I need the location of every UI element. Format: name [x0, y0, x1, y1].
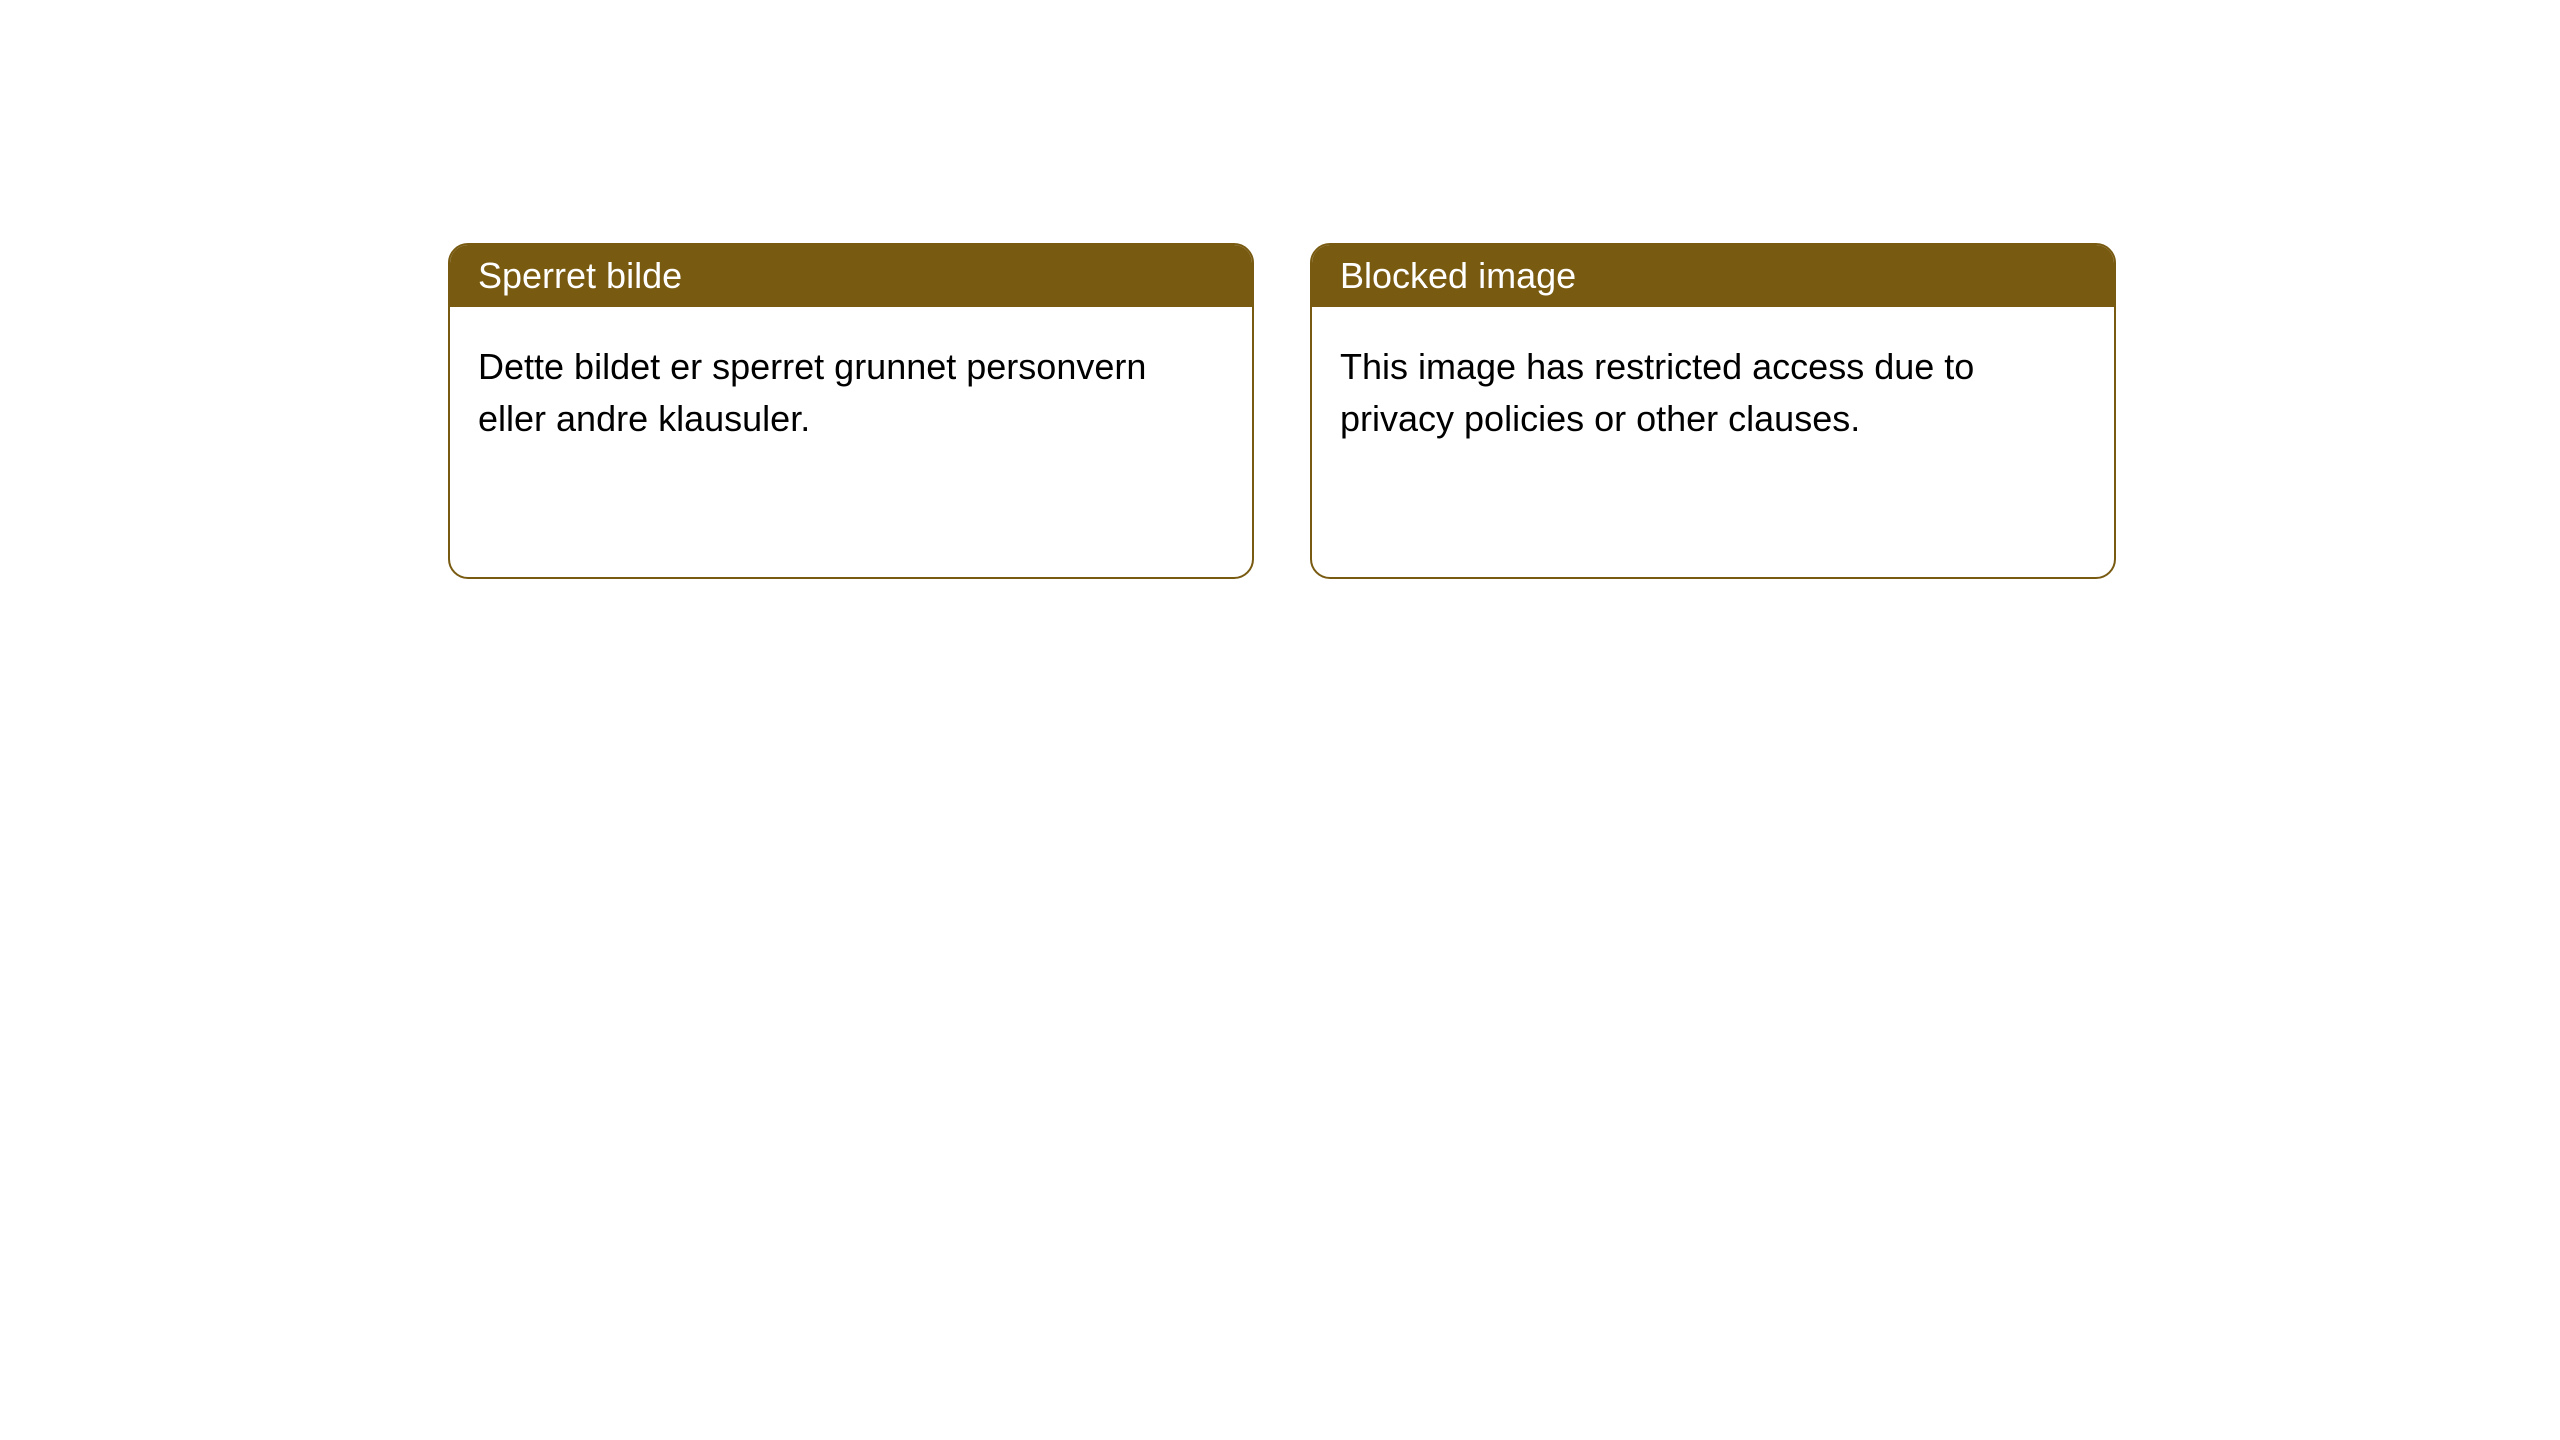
blocked-image-card-no: Sperret bilde Dette bildet er sperret gr… — [448, 243, 1254, 579]
blocked-image-card-en: Blocked image This image has restricted … — [1310, 243, 2116, 579]
blocked-image-notice-container: Sperret bilde Dette bildet er sperret gr… — [448, 243, 2116, 579]
card-header-no: Sperret bilde — [450, 245, 1252, 307]
card-body-en: This image has restricted access due to … — [1312, 307, 2114, 479]
card-header-en: Blocked image — [1312, 245, 2114, 307]
card-body-no: Dette bildet er sperret grunnet personve… — [450, 307, 1252, 479]
